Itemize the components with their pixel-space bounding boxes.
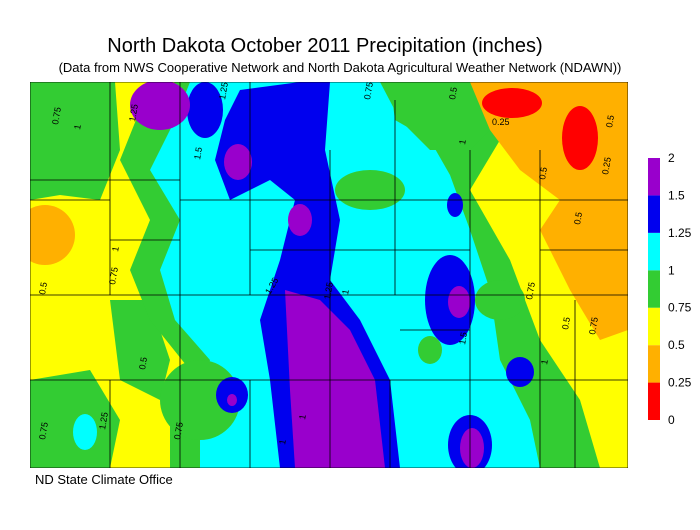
subtitle: (Data from NWS Cooperative Network and N…	[59, 60, 622, 75]
contour-label: 0.5	[37, 281, 49, 295]
colorbar-label: 0.5	[668, 338, 685, 352]
contour-label: 0.25	[600, 156, 613, 175]
colorbar-segment	[648, 345, 660, 383]
contour-label: 1.25	[127, 103, 140, 122]
contour-label: 0.75	[50, 106, 63, 125]
colorbar-label: 1.5	[668, 188, 685, 202]
contour-label: 0.5	[447, 86, 459, 100]
colorbar-segment	[648, 158, 660, 196]
contour-label: 0.75	[587, 316, 600, 335]
credit: ND State Climate Office	[35, 472, 173, 487]
colorbar-label: 0	[668, 413, 675, 427]
contour-label: 1	[539, 359, 550, 366]
colorbar: 0 0.25 0.5 0.75 1 1.25 1.5 2	[648, 151, 692, 427]
contour-label: 0.25	[492, 117, 510, 127]
contour-label: 1.5	[457, 331, 469, 345]
contour-label: 0.75	[37, 421, 50, 440]
colorbar-segment	[648, 270, 660, 308]
precip-map	[30, 82, 628, 468]
title: North Dakota October 2011 Precipitation …	[107, 35, 542, 57]
contour-label: 0.75	[362, 81, 375, 100]
contour-label: 1.5	[192, 146, 204, 160]
colorbar-label: 1.25	[668, 226, 692, 240]
colorbar-label: 1	[668, 263, 675, 277]
contour-label: 1.25	[97, 411, 110, 430]
contour-label: 0.5	[604, 114, 616, 128]
contour-label: 1.25	[217, 81, 230, 100]
colorbar-label: 0.75	[668, 301, 692, 315]
contour-label: 1	[277, 439, 288, 446]
contour-label: 1.25	[322, 281, 335, 300]
contour-label: 0.75	[524, 281, 537, 300]
contour-label: 1	[457, 139, 468, 146]
colorbar-label: 0.25	[668, 376, 692, 390]
contour-label: 1	[340, 289, 351, 296]
contour-label: 0.75	[172, 421, 185, 440]
colorbar-label: 2	[668, 151, 675, 165]
colorbar-segment	[648, 232, 660, 271]
contour-label: 0.5	[537, 166, 549, 180]
contour-label: 0.5	[137, 356, 149, 370]
contour-label: 0.75	[107, 266, 120, 285]
contour-label: 1	[110, 246, 121, 253]
contour-label: 1	[297, 414, 308, 421]
colorbar-segment	[648, 195, 660, 233]
colorbar-segment	[648, 382, 660, 420]
contour-label: 0.5	[572, 211, 584, 225]
colorbar-segment	[648, 307, 660, 346]
contour-label: 1	[72, 124, 83, 131]
contour-label: 0.5	[560, 316, 572, 330]
